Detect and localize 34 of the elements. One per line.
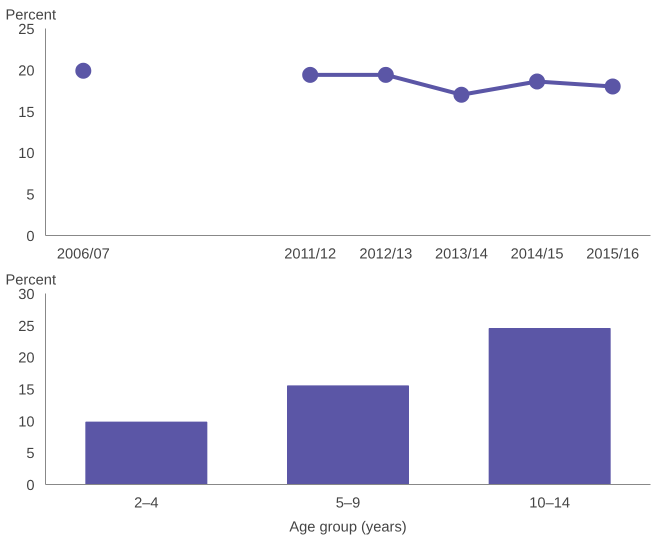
y-tick-label: 20: [18, 63, 35, 80]
x-tick-label: 2011/12: [284, 246, 336, 262]
y-tick-label: 5: [26, 188, 35, 204]
y-tick-label: 25: [18, 22, 35, 38]
bar: [85, 422, 208, 484]
point: [302, 66, 318, 83]
y-tick-label: 0: [26, 478, 35, 494]
point: [453, 86, 470, 103]
bar: [287, 385, 409, 484]
x-tick-label: 10–14: [529, 496, 570, 512]
y-tick-label: 15: [18, 104, 35, 121]
point: [529, 74, 546, 90]
y-tick-label: 15: [18, 382, 35, 398]
y-tick-label: 25: [18, 318, 35, 335]
x-tick-label: 2013/14: [434, 246, 488, 262]
x-axis-title: Age group (years): [289, 520, 407, 536]
y-tick-label: 5: [26, 446, 35, 462]
y-tick-label: 0: [26, 229, 35, 245]
point: [604, 78, 621, 94]
point: [378, 66, 394, 83]
bar: [488, 328, 611, 484]
x-tick-label: 2014/15: [510, 246, 564, 262]
y-axis-title: Percent: [6, 272, 56, 288]
x-tick-label: 2015/16: [586, 246, 640, 262]
x-tick-label: 2012/13: [359, 246, 412, 262]
y-axis-title: Percent: [6, 8, 56, 24]
x-tick-label: 2–4: [134, 496, 159, 512]
y-tick-label: 30: [18, 287, 35, 303]
y-tick-label: 20: [18, 350, 35, 367]
point: [75, 62, 92, 79]
x-tick-label: 5–9: [336, 496, 360, 512]
y-tick-label: 10: [18, 146, 35, 162]
y-tick-label: 10: [18, 414, 35, 430]
x-tick-label: 2006/07: [56, 246, 110, 262]
